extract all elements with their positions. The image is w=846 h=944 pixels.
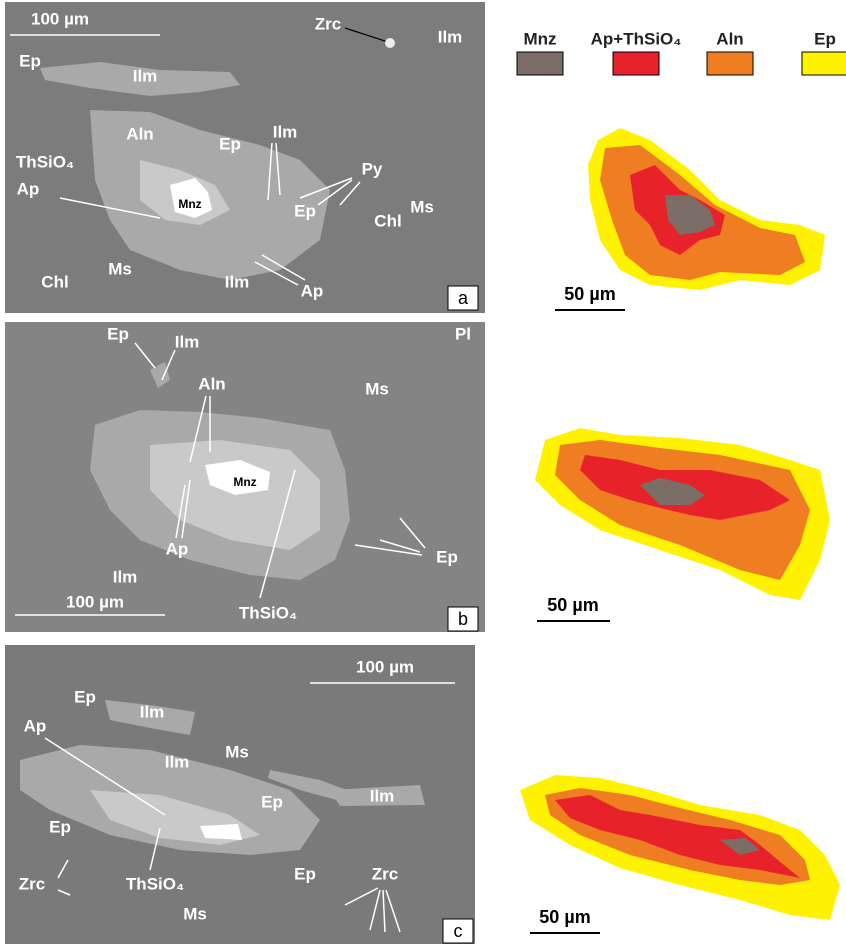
figure: 100 µm Zrc Ilm Ep Ilm Aln Ep Ilm ThSiO₄ …	[0, 0, 846, 944]
mineral-label: Ilm	[370, 786, 395, 805]
panel-letter: a	[458, 288, 469, 308]
mineral-label: Ilm	[175, 332, 200, 351]
mineral-label: Ilm	[225, 272, 250, 291]
mineral-label: Ep	[294, 864, 316, 883]
mineral-label: Ilm	[438, 27, 463, 46]
mineral-label: ThSiO₄	[16, 152, 74, 171]
mineral-label: Ms	[225, 742, 249, 761]
mineral-label: Ap	[17, 179, 40, 198]
mineral-label: Zrc	[372, 864, 398, 883]
legend-label: Aln	[716, 29, 743, 48]
scale-label: 50 µm	[539, 907, 590, 927]
legend-swatch	[802, 52, 846, 75]
scale-label: 100 µm	[31, 9, 89, 28]
mineral-label: Chl	[374, 211, 401, 230]
mineral-label: Aln	[126, 124, 153, 143]
mineral-label: Ilm	[273, 122, 298, 141]
mineral-label: Aln	[198, 374, 225, 393]
mineral-label: Py	[362, 159, 383, 178]
mineral-label: Ep	[294, 201, 316, 220]
grain	[385, 38, 395, 48]
mineral-label: Ilm	[113, 567, 138, 586]
mineral-label: Zrc	[315, 14, 341, 33]
legend-swatch	[517, 52, 563, 75]
mineral-label: Ep	[219, 134, 241, 153]
scale-label: 100 µm	[356, 657, 414, 676]
mineral-label: Ep	[74, 687, 96, 706]
mineral-label: Ap	[166, 539, 189, 558]
mineral-label: Mnz	[233, 475, 256, 489]
phase-map	[588, 128, 825, 290]
mineral-label: Ep	[436, 547, 458, 566]
mineral-label: Ep	[49, 817, 71, 836]
legend-label: Ep	[814, 29, 836, 48]
mineral-label: Ilm	[165, 752, 190, 771]
mineral-label: Ep	[107, 324, 129, 343]
legend-swatch	[707, 52, 753, 75]
legend-label: Ap+ThSiO₄	[591, 29, 682, 48]
mineral-label: Ms	[108, 259, 132, 278]
mineral-label: Ms	[365, 379, 389, 398]
legend-swatch	[613, 52, 659, 75]
legend: Mnz Ap+ThSiO₄ Aln Ep	[517, 29, 846, 75]
mineral-label: Ms	[183, 904, 207, 923]
panel-letter: c	[454, 921, 463, 941]
mineral-label: Ilm	[133, 66, 158, 85]
grain	[200, 824, 242, 840]
phase-map	[520, 775, 840, 920]
panel-letter: b	[458, 609, 468, 629]
scale-label: 100 µm	[66, 592, 124, 611]
mineral-label: Mnz	[178, 197, 201, 211]
scale-label: 50 µm	[547, 595, 598, 615]
mineral-label: Zrc	[19, 874, 45, 893]
mineral-label: ThSiO₄	[126, 874, 184, 893]
mineral-label: Ep	[261, 792, 283, 811]
mineral-label: Pl	[455, 324, 471, 343]
mineral-label: Ap	[301, 281, 324, 300]
mineral-label: Ep	[19, 51, 41, 70]
mineral-label: ThSiO₄	[239, 603, 297, 622]
mineral-label: Ms	[410, 197, 434, 216]
phase-map	[535, 428, 830, 600]
mineral-label: Ap	[24, 716, 47, 735]
mineral-label: Chl	[41, 272, 68, 291]
mineral-label: Ilm	[140, 702, 165, 721]
scale-label: 50 µm	[564, 284, 615, 304]
legend-label: Mnz	[523, 29, 556, 48]
